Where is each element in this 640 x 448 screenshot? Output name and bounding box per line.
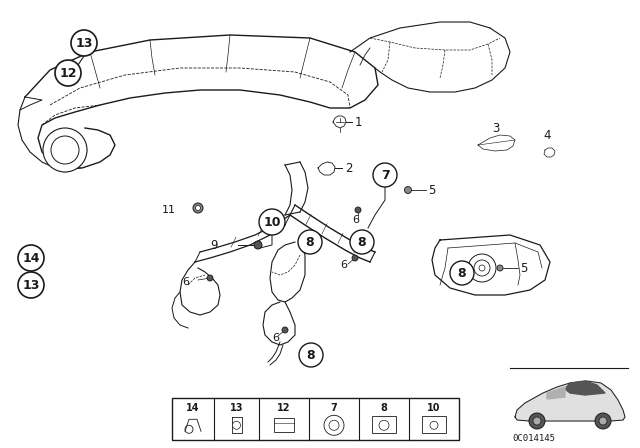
Circle shape bbox=[195, 206, 200, 211]
Circle shape bbox=[474, 260, 490, 276]
Circle shape bbox=[379, 420, 389, 430]
Text: 7: 7 bbox=[331, 403, 337, 413]
Circle shape bbox=[324, 415, 344, 435]
Circle shape bbox=[430, 421, 438, 429]
Text: 4: 4 bbox=[543, 129, 550, 142]
Bar bbox=[274, 418, 294, 432]
Circle shape bbox=[207, 275, 213, 281]
Circle shape bbox=[355, 207, 361, 213]
Text: 6: 6 bbox=[182, 277, 189, 287]
Circle shape bbox=[193, 203, 203, 213]
Text: 0C014145: 0C014145 bbox=[512, 434, 555, 443]
Text: 12: 12 bbox=[277, 403, 291, 413]
Circle shape bbox=[51, 136, 79, 164]
Text: 3: 3 bbox=[492, 121, 499, 134]
Text: 8: 8 bbox=[358, 236, 366, 249]
Text: 8: 8 bbox=[458, 267, 467, 280]
Text: 5: 5 bbox=[428, 184, 435, 197]
Circle shape bbox=[529, 413, 545, 429]
Text: 6: 6 bbox=[352, 215, 359, 225]
Text: 1: 1 bbox=[355, 116, 362, 129]
Circle shape bbox=[43, 128, 87, 172]
Text: 8: 8 bbox=[307, 349, 316, 362]
Polygon shape bbox=[565, 381, 605, 395]
Text: 6: 6 bbox=[272, 333, 279, 343]
Circle shape bbox=[468, 254, 496, 282]
Text: 13: 13 bbox=[22, 279, 40, 292]
Circle shape bbox=[71, 30, 97, 56]
Text: 13: 13 bbox=[76, 36, 93, 49]
Circle shape bbox=[404, 186, 412, 194]
Circle shape bbox=[282, 327, 288, 333]
Circle shape bbox=[599, 417, 607, 425]
Circle shape bbox=[352, 255, 358, 261]
Text: 13: 13 bbox=[230, 403, 243, 413]
Text: 14: 14 bbox=[186, 403, 200, 413]
Circle shape bbox=[18, 245, 44, 271]
Text: 2: 2 bbox=[345, 161, 353, 175]
Text: 10: 10 bbox=[263, 215, 281, 228]
Circle shape bbox=[350, 230, 374, 254]
Text: 12: 12 bbox=[60, 66, 77, 79]
Polygon shape bbox=[547, 387, 565, 399]
Circle shape bbox=[450, 261, 474, 285]
Circle shape bbox=[259, 209, 285, 235]
Circle shape bbox=[595, 413, 611, 429]
Circle shape bbox=[18, 272, 44, 298]
Text: 10: 10 bbox=[428, 403, 441, 413]
Circle shape bbox=[373, 163, 397, 187]
Bar bbox=[422, 416, 446, 433]
Text: 6: 6 bbox=[340, 260, 347, 270]
Text: 8: 8 bbox=[306, 236, 314, 249]
Circle shape bbox=[479, 265, 485, 271]
Polygon shape bbox=[515, 381, 625, 421]
Circle shape bbox=[497, 265, 503, 271]
Circle shape bbox=[298, 230, 322, 254]
Text: 14: 14 bbox=[22, 251, 40, 264]
Text: 11: 11 bbox=[162, 205, 176, 215]
Bar bbox=[372, 416, 396, 433]
Text: 7: 7 bbox=[381, 168, 389, 181]
Circle shape bbox=[299, 343, 323, 367]
Text: 5: 5 bbox=[520, 262, 527, 275]
Bar bbox=[172, 398, 459, 440]
Circle shape bbox=[329, 420, 339, 430]
Circle shape bbox=[232, 421, 241, 429]
Text: 9: 9 bbox=[211, 238, 218, 251]
Circle shape bbox=[533, 417, 541, 425]
Circle shape bbox=[254, 241, 262, 249]
Text: 8: 8 bbox=[381, 403, 387, 413]
Circle shape bbox=[55, 60, 81, 86]
